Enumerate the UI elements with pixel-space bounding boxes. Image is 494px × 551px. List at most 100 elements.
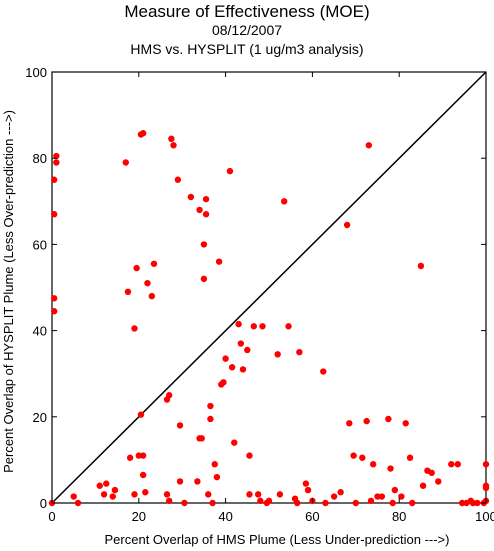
data-point [417,262,425,270]
data-point [50,308,58,315]
data-point [50,211,58,218]
data-point [122,159,129,166]
data-point [144,279,151,287]
data-point [320,368,327,375]
data-points [48,130,490,507]
data-point [330,493,338,500]
data-point [131,325,138,332]
data-point [259,323,266,330]
y-tick-label: 20 [33,410,47,425]
data-point [244,346,251,354]
data-point [170,142,177,149]
data-point [474,499,481,507]
data-point [207,402,214,410]
data-point [296,348,303,356]
data-point [181,499,188,507]
data-point [168,135,175,143]
data-point [337,489,344,496]
data-point [174,176,182,183]
data-point [165,392,173,399]
data-point [53,159,60,166]
data-point [111,486,119,494]
data-point [250,323,258,330]
plot-area [51,71,487,504]
data-point [133,264,140,272]
data-point [211,461,218,468]
diagonal-line [51,71,487,504]
x-tick-label: 100 [475,509,494,524]
data-point [165,497,173,505]
axis-ticks: 0 20 40 60 80 100 0 20 40 60 80 100 [25,65,494,524]
chart-subtitle-analysis: HMS vs. HYSPLIT (1 ug/m3 analysis) [130,41,364,57]
data-point [391,486,399,494]
axis-labels: Percent Overlap of HMS Plume (Less Under… [1,110,449,547]
data-point [350,452,357,459]
data-point [50,176,58,183]
data-point [142,489,149,496]
data-point [406,454,414,461]
data-point [196,206,203,214]
data-point [419,482,427,489]
data-point [53,152,60,160]
data-point [50,295,58,302]
data-point [74,499,82,507]
data-point [265,497,273,505]
data-point [207,415,214,423]
data-point [109,493,116,500]
data-point [228,364,236,371]
data-point [103,480,110,487]
data-point [124,288,132,296]
data-point [285,323,292,330]
data-point [139,130,147,137]
data-point [246,491,253,498]
data-point [409,499,416,507]
data-point [294,499,301,507]
y-tick-label: 100 [25,65,47,80]
data-point [213,473,221,481]
data-point [378,493,386,500]
x-tick-label: 60 [305,509,319,524]
data-point [322,499,329,507]
data-point [148,292,156,300]
data-point [482,484,490,492]
y-tick-label: 0 [40,496,47,511]
data-point [274,351,281,358]
data-point [365,142,373,149]
data-point [137,411,145,418]
data-point [150,260,158,267]
data-point [304,486,312,494]
data-point [131,491,138,498]
data-point [276,491,284,498]
data-point [385,415,392,423]
data-point [194,478,201,485]
data-point [448,461,455,468]
data-point [70,493,77,500]
x-axis-label: Percent Overlap of HMS Plume (Less Under… [105,532,450,547]
data-point [428,469,435,477]
data-point [139,471,147,479]
x-tick-label: 40 [218,509,232,524]
data-point [202,195,210,203]
data-point [280,198,288,205]
data-point [398,493,405,500]
data-point [346,420,353,427]
x-tick-label: 80 [392,509,406,524]
data-point [359,454,366,461]
y-tick-label: 80 [33,151,47,166]
data-point [402,420,409,427]
data-point [482,461,490,468]
data-point [387,465,394,472]
data-point [352,499,359,507]
data-point [369,461,377,468]
data-point [139,452,147,459]
data-point [367,497,375,505]
data-point [226,167,234,175]
data-point [126,454,134,461]
data-point [343,221,351,229]
data-point [202,211,210,218]
data-point [163,491,171,498]
data-point [215,258,223,265]
data-point [363,417,370,425]
data-point [198,435,205,442]
data-point [231,439,238,446]
